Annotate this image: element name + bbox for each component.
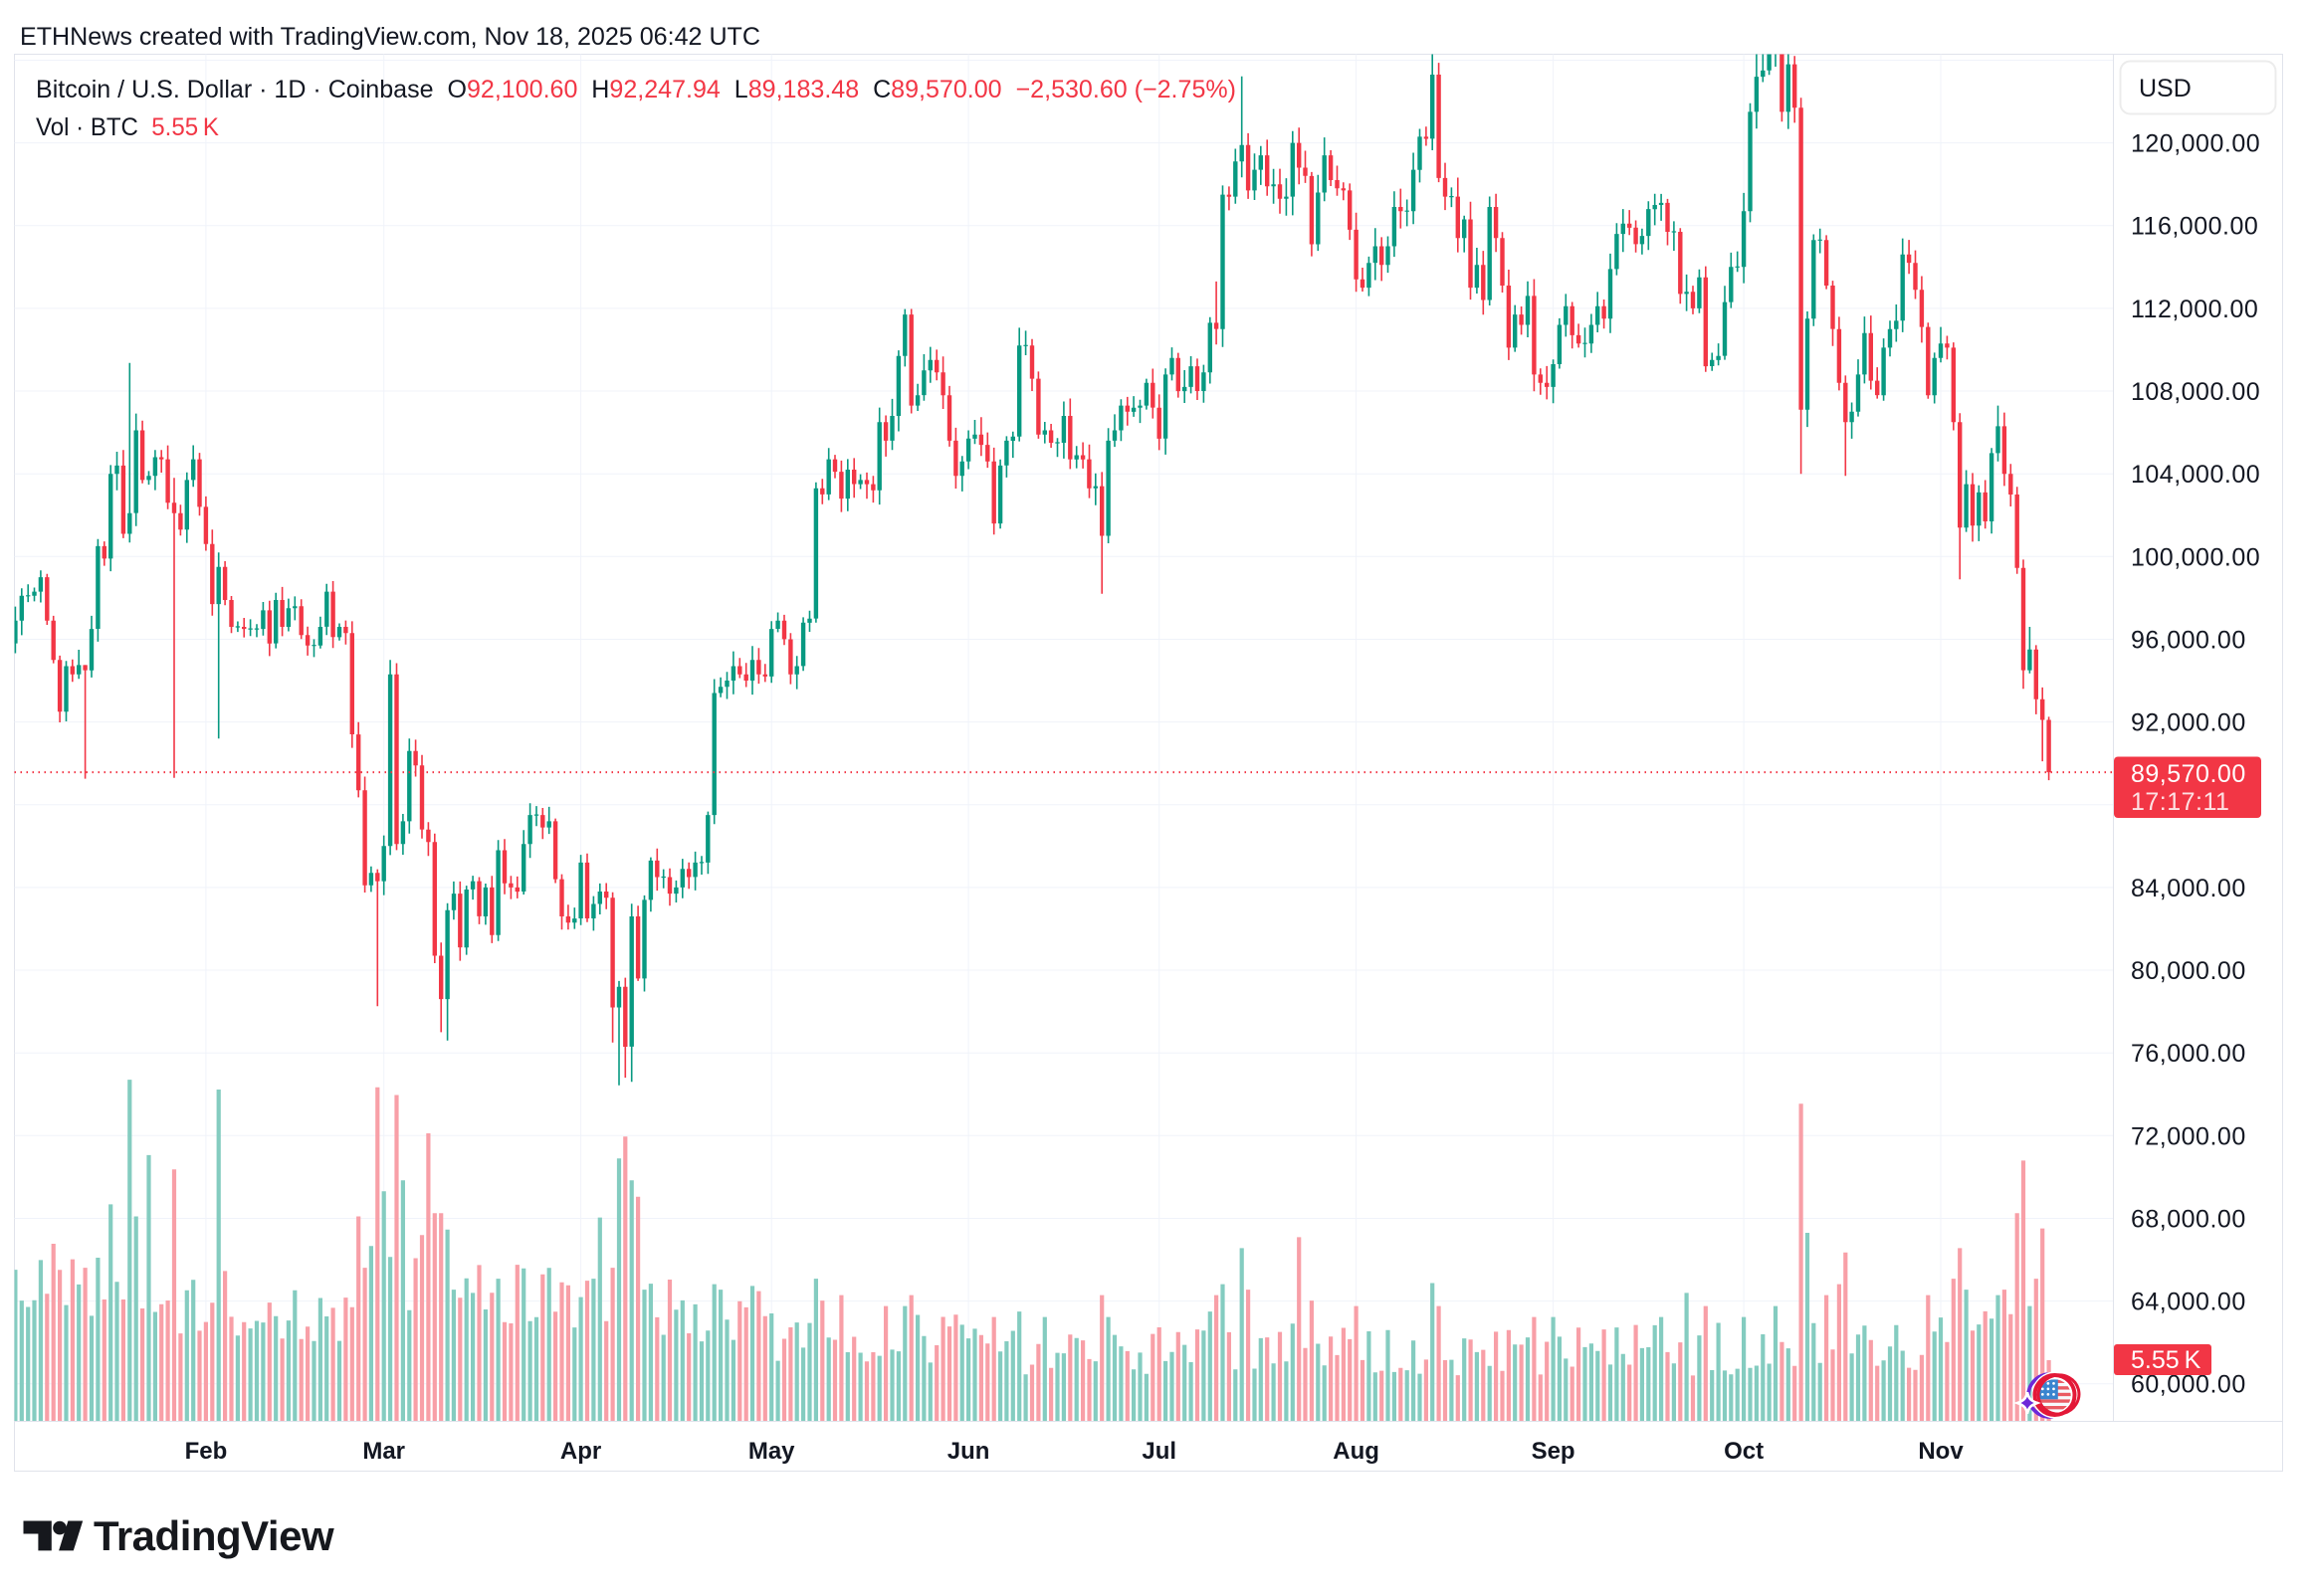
svg-text:92,000.00: 92,000.00 bbox=[2131, 709, 2246, 737]
svg-text:80,000.00: 80,000.00 bbox=[2131, 957, 2246, 985]
svg-text:108,000.00: 108,000.00 bbox=[2131, 378, 2260, 406]
svg-text:120,000.00: 120,000.00 bbox=[2131, 130, 2260, 158]
svg-text:Aug: Aug bbox=[1333, 1438, 1379, 1465]
svg-text:84,000.00: 84,000.00 bbox=[2131, 875, 2246, 902]
svg-text:Vol · BTC 5.55 K: Vol · BTC 5.55 K bbox=[36, 113, 219, 141]
svg-text:Jun: Jun bbox=[947, 1438, 990, 1465]
svg-text:104,000.00: 104,000.00 bbox=[2131, 461, 2260, 489]
svg-text:Jul: Jul bbox=[1142, 1438, 1176, 1465]
svg-text:112,000.00: 112,000.00 bbox=[2131, 296, 2258, 323]
svg-text:96,000.00: 96,000.00 bbox=[2131, 627, 2246, 655]
svg-text:100,000.00: 100,000.00 bbox=[2131, 543, 2260, 571]
svg-text:Bitcoin / U.S. Dollar · 1D · C: Bitcoin / U.S. Dollar · 1D · Coinbase O9… bbox=[36, 76, 1236, 103]
svg-text:Nov: Nov bbox=[1918, 1438, 1964, 1465]
svg-text:Feb: Feb bbox=[185, 1438, 228, 1465]
svg-text:Apr: Apr bbox=[560, 1438, 601, 1465]
svg-text:Oct: Oct bbox=[1724, 1438, 1764, 1465]
svg-text:116,000.00: 116,000.00 bbox=[2131, 213, 2258, 241]
svg-text:72,000.00: 72,000.00 bbox=[2131, 1122, 2246, 1150]
svg-text:5.55 K: 5.55 K bbox=[2131, 1346, 2201, 1374]
svg-text:76,000.00: 76,000.00 bbox=[2131, 1040, 2246, 1068]
svg-text:68,000.00: 68,000.00 bbox=[2131, 1206, 2246, 1234]
svg-text:64,000.00: 64,000.00 bbox=[2131, 1289, 2246, 1316]
svg-text:ETHNews created with TradingVi: ETHNews created with TradingView.com, No… bbox=[20, 23, 760, 51]
svg-text:17:17:11: 17:17:11 bbox=[2131, 788, 2229, 816]
svg-text:Sep: Sep bbox=[1532, 1438, 1575, 1465]
svg-text:60,000.00: 60,000.00 bbox=[2131, 1371, 2246, 1399]
svg-text:Mar: Mar bbox=[362, 1438, 405, 1465]
svg-text:TradingView: TradingView bbox=[94, 1512, 334, 1559]
svg-text:May: May bbox=[748, 1438, 795, 1465]
svg-text:89,570.00: 89,570.00 bbox=[2131, 760, 2246, 788]
svg-text:USD: USD bbox=[2139, 75, 2192, 102]
